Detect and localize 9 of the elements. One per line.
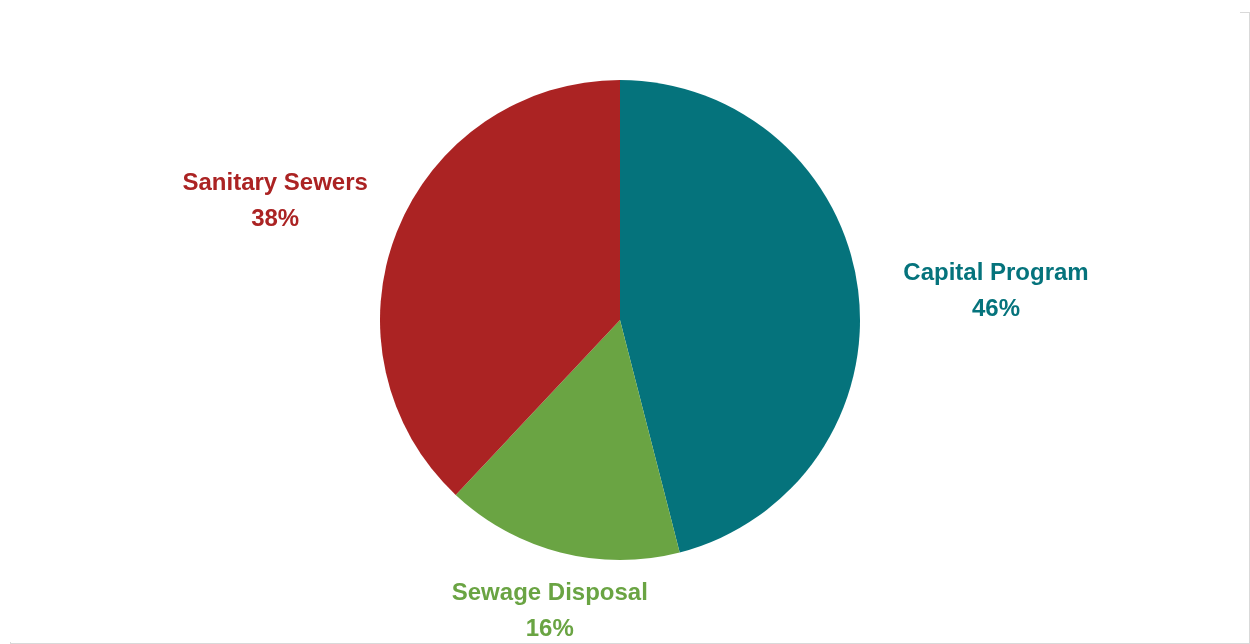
data-label: 38%: [251, 204, 300, 232]
slice-label: Sanitary Sewers: [182, 168, 368, 196]
slice-label: Sewage Disposal: [451, 578, 648, 606]
pie-slice: [455, 320, 680, 560]
pie-slice: [380, 80, 620, 495]
slice-label: Capital Program: [903, 257, 1089, 285]
data-label: 16%: [525, 614, 574, 642]
data-label: 46%: [971, 293, 1021, 321]
pie-slice: [620, 80, 860, 553]
